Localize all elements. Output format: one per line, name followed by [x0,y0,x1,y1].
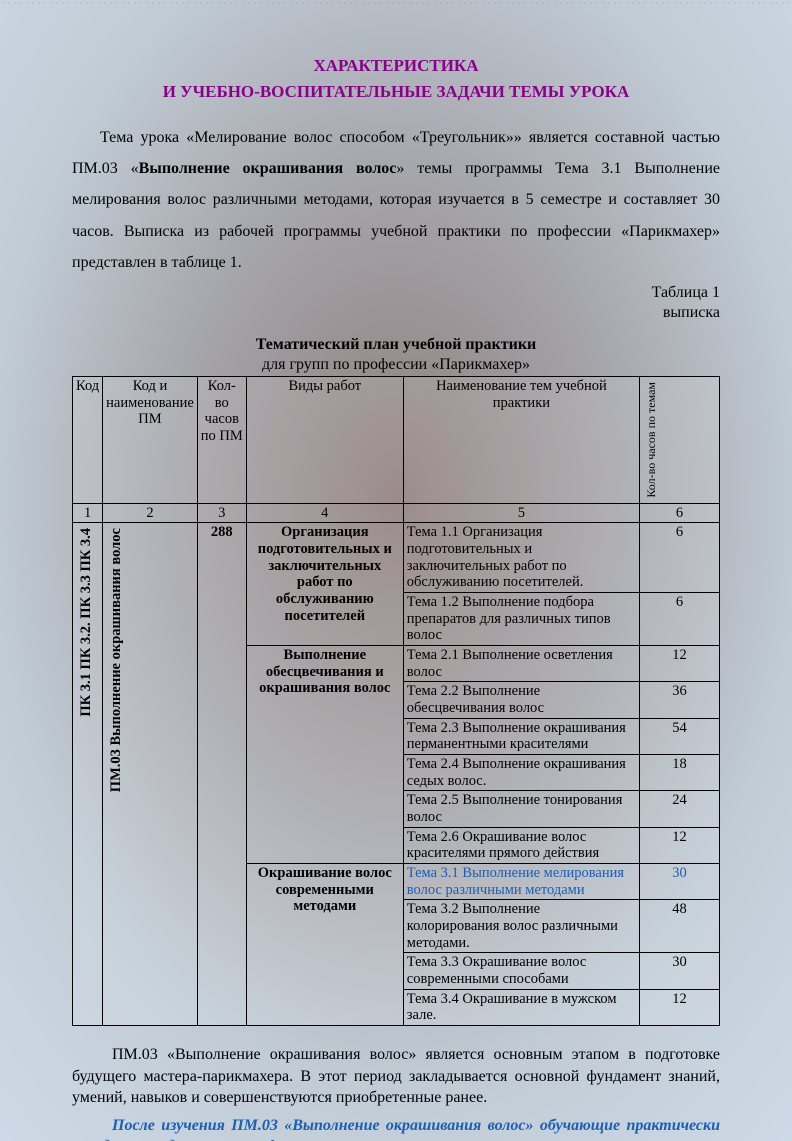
cell-pm-vertical: ПМ.03 Выполнение окрашивания волос [103,523,198,1026]
cell-topic-hours: 12 [640,645,720,681]
cell-topic: Тема 1.1 Организация подготовительных и … [403,523,639,593]
table-header-row: Код Код и наименование ПМ Кол-во часов п… [73,376,720,503]
colnum-5: 5 [403,503,639,523]
cell-topic: Тема 3.4 Окрашивание в мужском зале. [403,989,639,1025]
colnum-6: 6 [640,503,720,523]
cell-topic-hours: 6 [640,523,720,593]
intro-paragraph: Тема урока «Мелирование волос способом «… [72,122,720,278]
col-header-code: Код [73,376,103,503]
cell-topic-hours: 18 [640,754,720,790]
col-header-topic-hours-text: Кол-во часов по темам [643,378,661,502]
cell-total-hours: 288 [197,523,246,1026]
colnum-4: 4 [246,503,403,523]
after-paragraph-1: ПМ.03 «Выполнение окрашивания волос» явл… [72,1044,720,1109]
pm-vertical-text: ПМ.03 Выполнение окрашивания волос [106,524,127,796]
col-header-pm-hours: Кол-во часов по ПМ [197,376,246,503]
table-number-label: Таблица 1 [72,284,720,302]
heading-line-1: ХАРАКТЕРИСТИКА [72,56,720,76]
page: ХАРАКТЕРИСТИКА И УЧЕБНО-ВОСПИТАТЕЛЬНЫЕ З… [0,0,792,1141]
cell-code-vertical: ПК 3.1 ПК 3.2. ПК 3.3 ПК 3.4 [73,523,103,1026]
after2-colon: : [507,1138,512,1141]
cell-topic-hours: 54 [640,718,720,754]
extract-label: выписка [72,304,720,322]
cell-topic: Тема 1.2 Выполнение подбора препаратов д… [403,592,639,645]
cell-topic: Тема 2.1 Выполнение осветления волос [403,645,639,681]
cell-topic-hours: 30 [640,953,720,989]
table-colnum-row: 1 2 3 4 5 6 [73,503,720,523]
cell-topic: Тема 2.2 Выполнение обесцвечивания волос [403,682,639,718]
table-row: ПК 3.1 ПК 3.2. ПК 3.3 ПК 3.4 ПМ.03 Выпол… [73,523,720,593]
cell-work-1: Организация подготовительных и заключите… [246,523,403,646]
cell-topic-highlight: Тема 3.1 Выполнение мелирования волос ра… [403,863,639,899]
heading-line-2: И УЧЕБНО-ВОСПИТАТЕЛЬНЫЕ ЗАДАЧИ ТЕМЫ УРОК… [72,82,720,102]
cell-work-3: Окрашивание волос современными методами [246,863,403,1025]
cell-topic-hours: 48 [640,900,720,953]
cell-topic: Тема 2.6 Окрашивание волос красителями п… [403,827,639,863]
plan-table: Код Код и наименование ПМ Кол-во часов п… [72,376,720,1026]
plan-title: Тематический план учебной практики [72,336,720,354]
cell-topic: Тема 2.5 Выполнение тонирования волос [403,791,639,827]
cell-topic-hours: 6 [640,592,720,645]
col-header-pm-name: Код и наименование ПМ [103,376,198,503]
cell-topic: Тема 3.2 Выполнение колорирования волос … [403,900,639,953]
colnum-1: 1 [73,503,103,523]
cell-topic-hours: 12 [640,827,720,863]
after2-text: После изучения ПМ.03 «Выполнение окрашив… [72,1117,720,1141]
cell-topic-hours: 12 [640,989,720,1025]
colnum-2: 2 [103,503,198,523]
col-header-topic-hours: Кол-во часов по темам [640,376,720,503]
col-header-works: Виды работ [246,376,403,503]
code-vertical-text: ПК 3.1 ПК 3.2. ПК 3.3 ПК 3.4 [76,524,97,721]
cell-topic-hours: 24 [640,791,720,827]
colnum-3: 3 [197,503,246,523]
col-header-topics: Наименование тем учебной практики [403,376,639,503]
plan-subtitle: для групп по профессии «Парикмахер» [72,356,720,374]
cell-topic: Тема 2.4 Выполнение окрашивания седых во… [403,754,639,790]
cell-topic-hours-highlight: 30 [640,863,720,899]
cell-topic: Тема 2.3 Выполнение окрашивания перманен… [403,718,639,754]
cell-topic: Тема 3.3 Окрашивание волос современными … [403,953,639,989]
cell-work-2: Выполнение обесцвечивания и окрашивания … [246,645,403,863]
cell-topic-hours: 36 [640,682,720,718]
